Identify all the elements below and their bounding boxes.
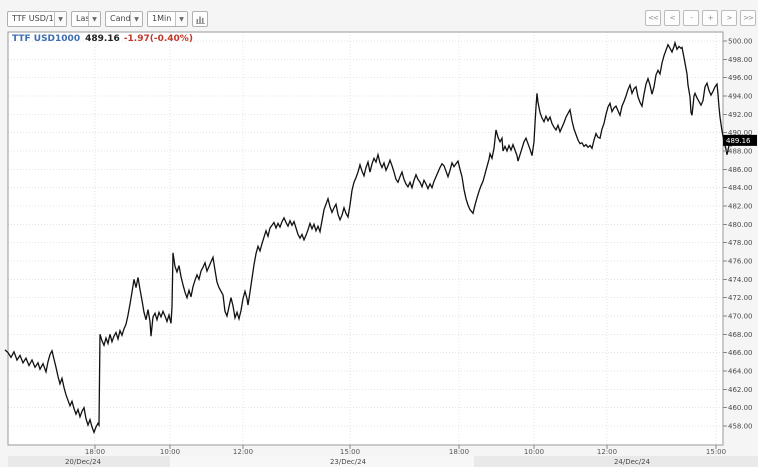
price-tick-label: 484.00: [728, 184, 753, 192]
price-tick-label: 478.00: [728, 239, 753, 247]
date-band: [474, 456, 758, 467]
scroll-left-button[interactable]: <: [664, 10, 680, 26]
price-tick-label: 488.00: [728, 148, 753, 156]
chart-legend: TTF USD1000 489.16 -1.97(-0.40%): [12, 34, 193, 44]
time-tick-label: 18:00: [85, 448, 105, 456]
scroll-fast-right-button[interactable]: >>: [740, 10, 756, 26]
price-tick-label: 474.00: [728, 276, 753, 284]
price-tick-label: 476.00: [728, 258, 753, 266]
time-tick-label: 15:00: [706, 448, 726, 456]
price-tick-label: 490.00: [728, 129, 753, 137]
legend-symbol: TTF USD1000: [12, 34, 81, 44]
price-type-select[interactable]: Last ▼: [71, 11, 101, 27]
legend-change: -1.97(-0.40%): [123, 34, 193, 44]
time-tick-label: 12:00: [233, 448, 253, 456]
price-tick-label: 486.00: [728, 166, 753, 174]
toolbar-selects: TTF USD/100 ▼ Last ▼ Candle ▼ 1Min ▼: [7, 11, 208, 27]
price-tick-label: 464.00: [728, 368, 753, 376]
time-tick-label: 18:00: [449, 448, 469, 456]
symbol-select[interactable]: TTF USD/100 ▼: [7, 11, 67, 27]
scroll-right-button[interactable]: >: [721, 10, 737, 26]
plot-background: [8, 32, 723, 445]
price-tick-label: 458.00: [728, 423, 753, 431]
chart-toolbar: TTF USD/100 ▼ Last ▼ Candle ▼ 1Min ▼: [0, 0, 758, 30]
date-band: [8, 456, 170, 467]
price-tick-label: 496.00: [728, 74, 753, 82]
price-tick-label: 480.00: [728, 221, 753, 229]
chevron-down-icon: ▼: [175, 12, 187, 26]
zoom-in-button[interactable]: +: [702, 10, 718, 26]
current-price-badge-label: 489.16: [726, 137, 751, 145]
interval-select-value: 1Min: [152, 14, 172, 23]
time-tick-label: 15:00: [340, 448, 360, 456]
price-tick-label: 470.00: [728, 313, 753, 321]
price-tick-label: 498.00: [728, 56, 753, 64]
bar-chart-icon: [195, 16, 205, 24]
price-tick-label: 466.00: [728, 349, 753, 357]
date-band: [170, 456, 474, 467]
chevron-down-icon: ▼: [54, 12, 66, 26]
chevron-down-icon: ▼: [130, 12, 142, 26]
legend-last-price: 489.16: [85, 34, 120, 44]
time-tick-label: 10:00: [524, 448, 544, 456]
zoom-out-button[interactable]: -: [683, 10, 699, 26]
price-tick-label: 482.00: [728, 203, 753, 211]
interval-select[interactable]: 1Min ▼: [147, 11, 188, 27]
symbol-select-value: TTF USD/100: [12, 14, 54, 23]
price-tick-label: 460.00: [728, 404, 753, 412]
date-label: 24/Dec/24: [614, 458, 651, 466]
scroll-fast-left-button[interactable]: <<: [645, 10, 661, 26]
date-label: 20/Dec/24: [65, 458, 102, 466]
price-tick-label: 492.00: [728, 111, 753, 119]
date-label: 23/Dec/24: [330, 458, 367, 466]
price-tick-label: 500.00: [728, 38, 753, 46]
price-type-select-value: Last: [76, 14, 88, 23]
chevron-down-icon: ▼: [88, 12, 100, 26]
indicator-settings-button[interactable]: [192, 11, 208, 27]
price-tick-label: 472.00: [728, 294, 753, 302]
current-price-badge: [723, 134, 757, 146]
time-tick-label: 12:00: [597, 448, 617, 456]
chart-type-select[interactable]: Candle ▼: [105, 11, 143, 27]
price-tick-label: 468.00: [728, 331, 753, 339]
chart-type-select-value: Candle: [110, 14, 130, 23]
time-tick-label: 10:00: [160, 448, 180, 456]
price-tick-label: 462.00: [728, 386, 753, 394]
chart-nav-buttons: << < - + > >>: [645, 10, 756, 26]
price-tick-label: 494.00: [728, 93, 753, 101]
price-series-path: [4, 40, 733, 435]
plot-border: [7, 31, 724, 446]
